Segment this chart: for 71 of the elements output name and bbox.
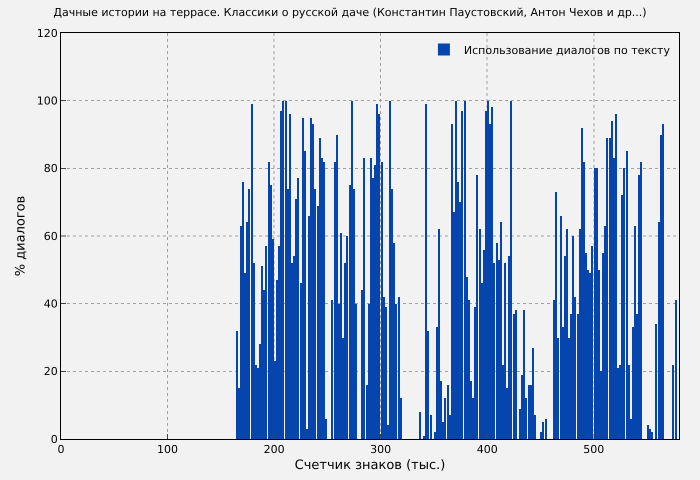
bar xyxy=(500,222,502,439)
bar xyxy=(289,114,291,439)
bar xyxy=(285,101,287,439)
x-tick-label: 400 xyxy=(476,443,498,456)
bar xyxy=(455,101,457,439)
y-tick-label: 100 xyxy=(36,94,58,108)
bar xyxy=(504,263,506,439)
bar xyxy=(634,226,636,439)
bar xyxy=(242,182,244,439)
bar xyxy=(560,216,562,439)
bar xyxy=(363,158,365,439)
bar xyxy=(425,104,427,439)
legend-label: Использование диалогов по тексту xyxy=(464,44,670,57)
bar xyxy=(606,138,608,439)
bar xyxy=(626,151,628,439)
y-tick-label: 120 xyxy=(36,26,58,40)
y-tick-label: 60 xyxy=(44,230,58,243)
x-tick-label: 300 xyxy=(370,443,392,456)
x-tick-label: 100 xyxy=(157,443,178,456)
bar xyxy=(340,233,342,439)
bar xyxy=(351,101,353,439)
bar xyxy=(370,158,372,439)
bar xyxy=(594,168,596,439)
bar xyxy=(310,118,312,439)
bar xyxy=(515,310,517,439)
bar xyxy=(438,229,440,439)
bar xyxy=(282,101,284,439)
bar xyxy=(596,168,598,439)
bar xyxy=(268,162,270,439)
bar xyxy=(566,229,568,439)
bar xyxy=(297,178,299,439)
bar xyxy=(545,419,547,439)
x-tick-label: 200 xyxy=(264,443,285,456)
bar xyxy=(336,135,338,439)
bar xyxy=(510,101,512,439)
bar xyxy=(647,425,649,439)
y-tick-label: 40 xyxy=(44,298,58,311)
bar xyxy=(555,192,557,439)
bar xyxy=(532,348,534,439)
x-tick-label: 500 xyxy=(583,443,604,456)
bar xyxy=(389,101,391,439)
x-axis-title: Счетчик знаков (тыс.) xyxy=(294,458,446,473)
bar xyxy=(464,101,466,439)
bar xyxy=(572,236,574,439)
y-axis-title: % диалогов xyxy=(14,196,29,276)
bar xyxy=(398,297,400,439)
bar xyxy=(649,429,651,439)
chart-title: Дачные истории на террасе. Классики о русской даче (Константин Паустовский, Антон Чехов и др...) xyxy=(53,6,647,19)
bar xyxy=(615,114,617,439)
bar xyxy=(447,385,449,439)
bar xyxy=(491,107,493,439)
bar xyxy=(675,300,677,439)
bar xyxy=(542,422,544,439)
bar xyxy=(251,104,253,439)
bar xyxy=(496,243,498,439)
bar xyxy=(323,162,325,439)
bar xyxy=(640,162,642,439)
y-tick-label: 20 xyxy=(44,365,58,378)
y-tick-label: 80 xyxy=(44,162,58,176)
bar xyxy=(523,310,525,439)
bar xyxy=(451,124,453,439)
bar xyxy=(302,118,304,439)
bar xyxy=(236,331,238,439)
bar xyxy=(662,124,664,439)
y-tick-label: 0 xyxy=(50,432,58,446)
bar xyxy=(419,412,421,439)
bar xyxy=(261,266,263,439)
bar xyxy=(581,128,583,439)
bar xyxy=(528,385,530,439)
bar xyxy=(476,175,478,439)
bar xyxy=(651,432,653,439)
